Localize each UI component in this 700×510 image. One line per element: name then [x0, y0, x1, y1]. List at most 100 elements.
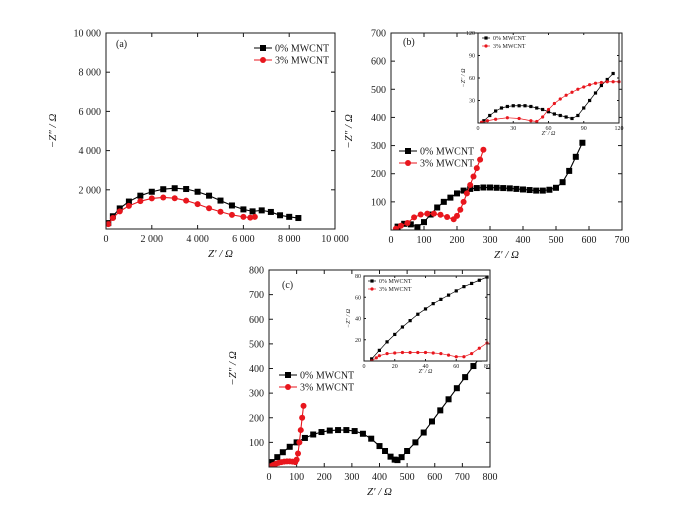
panel-a-frame [105, 32, 336, 230]
panel-b-inset-series-3-mwcnt-point-1 [485, 119, 489, 123]
panel-c-inset-x-tick-label: 20 [392, 364, 398, 370]
panel-b-legend-label-3-mwcnt: 3% MWCNT [420, 159, 474, 170]
panel-b-inset-frame [477, 32, 620, 124]
panel-a-series-3-mwcnt-point-1 [109, 215, 116, 222]
panel-a-series-3-mwcnt-point-3 [125, 202, 132, 209]
panel-c-x-tick-label: 400 [372, 472, 387, 483]
panel-b-series-3-mwcnt-point-8 [444, 214, 451, 221]
panel-c-series-3-mwcnt-point-11 [295, 450, 302, 457]
panel-b-inset-series-3-mwcnt-point-4 [517, 116, 521, 121]
panel-b-series-0-mwcnt-point-26 [566, 167, 573, 174]
panel-c-y-tick-label: 100 [249, 438, 264, 449]
panel-b-series-0-mwcnt-point-19 [520, 186, 526, 193]
panel-c-inset-series-3-mwcnt-point-8 [423, 350, 428, 355]
panel-c-y-axis-label: −Z″ / Ω [227, 351, 239, 386]
panel-c-series-0-mwcnt-point-15 [382, 447, 389, 454]
panel-a-series-3-mwcnt-point-14 [247, 214, 254, 221]
panel-b-y-tick-label: 400 [371, 113, 386, 124]
panel-b-x-tick-label: 200 [450, 235, 465, 246]
panel-b-inset-series-3-mwcnt-point-9 [552, 101, 556, 106]
panel-b-series-0-mwcnt-point-20 [526, 187, 533, 194]
panel-c-inset-legend-label-0-mwcnt: 0% MWCNT [379, 279, 412, 285]
panel-a-series-3-mwcnt-point-10 [206, 205, 213, 212]
panel-c-series-3-mwcnt-point-14 [299, 414, 306, 421]
panel-b-series-3-mwcnt-point-18 [480, 146, 487, 153]
panel-b-inset-series-0-mwcnt-point-3 [499, 106, 504, 110]
panel-c-series-0-mwcnt-point-3 [286, 443, 293, 450]
panel-c-inset-series-0-mwcnt-point-11 [454, 289, 458, 293]
panel-b-series-0-mwcnt-point-7 [440, 198, 447, 205]
panel-b-series-3-mwcnt-point-5 [424, 210, 431, 217]
panel-c-inset-x-tick-label: 0 [363, 364, 366, 370]
panel-b-inset-series-3-mwcnt-point-5 [529, 119, 533, 123]
panel-c-inset-series-0-mwcnt-point-2 [385, 340, 389, 344]
panel-a: 0 2 000 4 000 6 000 8 000 10 000 2 000 4 000 6 0… [47, 29, 349, 261]
panel-b-inset-series-3-mwcnt-point-13 [576, 87, 580, 91]
panel-c-series-3-mwcnt-point-10 [293, 456, 300, 463]
panel-c-series-0-mwcnt-point-16 [387, 453, 394, 460]
panel-a-series-3-mwcnt-point-8 [183, 197, 190, 204]
panel-b-inset-series-0-mwcnt-point-16 [576, 113, 580, 118]
panel-a-series-0-mwcnt-point-8 [183, 186, 190, 193]
panel-b-inset-series-0-mwcnt-point-15 [570, 116, 574, 121]
panel-b-series-3-mwcnt-point-15 [470, 173, 477, 180]
panel-c-inset-series-3-mwcnt-point-4 [393, 351, 397, 355]
panel-b-series-0-mwcnt-point-6 [434, 204, 441, 211]
panel-b-y-tick-label: 100 [371, 197, 386, 208]
panel-c-inset-series-3-mwcnt-point-7 [416, 350, 420, 355]
panel-c-series-0-mwcnt-point-21 [412, 439, 419, 446]
panel-b-inset-series-3-mwcnt-point-3 [505, 116, 509, 120]
panel-c-inset-series-3-mwcnt-point-1 [374, 356, 378, 360]
panel-b-plot-area [392, 139, 586, 230]
panel-b-inset-series-3-mwcnt-point-14 [582, 85, 586, 89]
panel-b-inset-series-3-mwcnt-point-16 [593, 81, 598, 85]
panel-c-inset-series-0-mwcnt-point-10 [446, 293, 451, 297]
panel-b-inset-series-0-mwcnt-point-22 [611, 71, 615, 76]
panel-c-series-0-mwcnt-point-0 [269, 459, 275, 466]
panel-b-inset-series-3-mwcnt-point-10 [558, 97, 562, 101]
panel-c-series-0-mwcnt-point-24 [437, 407, 444, 414]
panel-b-inset-series-0-mwcnt-point-1 [488, 113, 492, 118]
panel-c-inset-series-0-mwcnt-point-5 [408, 319, 412, 323]
panel-c-inset-background [364, 276, 487, 361]
panel-a-legend-label-3-mwcnt: 3% MWCNT [275, 56, 329, 67]
panel-c-series-0-mwcnt-point-18 [394, 457, 401, 464]
panel-a-series-3-mwcnt-point-13 [240, 213, 247, 220]
panel-b-x-tick-label: 0 [389, 235, 394, 246]
panel-b-inset-series-0-mwcnt-point-4 [505, 104, 509, 109]
panel-a-y-tick-label: 8 000 [79, 68, 102, 79]
panel-a-series-3-mwcnt-point-15 [251, 213, 258, 220]
panel-a-series-3-mwcnt-point-2 [116, 208, 123, 215]
panel-b-series-3-mwcnt-point-16 [473, 165, 480, 172]
panel-b-series-3-mwcnt-point-0 [392, 225, 399, 230]
panel-a-y-tick-label: 2 000 [79, 185, 102, 196]
panel-c-series-0-mwcnt-point-7 [318, 429, 325, 436]
panel-a-x-tick-label: 6 000 [232, 234, 255, 245]
panel-b-inset-series-0-mwcnt-point-14 [564, 115, 568, 119]
panel-a-plot-area [106, 185, 302, 228]
panel-c-inset-series-0-mwcnt-point-1 [377, 348, 381, 352]
panel-b-inset: 0 30 60 90 120 30 60 90 120 Z′ / Ω −Z″ / Ω 0% MWCNT… [461, 31, 624, 137]
panel-c-y-tick-label: 700 [249, 290, 264, 301]
panel-b-series-0-mwcnt-point-2 [407, 221, 414, 228]
panel-c-x-tick-label: 100 [289, 472, 304, 483]
panel-b-inset-series-0-mwcnt-point-19 [593, 91, 598, 95]
panel-c-series-0-mwcnt-point-19 [398, 454, 405, 461]
panel-c-inset-y-tick-label: 80 [355, 274, 361, 280]
panel-a-series-0-mwcnt-point-3 [125, 198, 132, 205]
panel-b-series-0-mwcnt-point-8 [447, 194, 454, 201]
panel-b-inset-x-tick-label: 0 [477, 126, 480, 132]
panel-c-series-3-mwcnt-point-13 [297, 427, 304, 434]
panel-b-series-0-mwcnt-point-11 [467, 185, 474, 192]
panel-a-series-0-mwcnt-point-17 [277, 212, 284, 219]
panel-b-series-0-mwcnt-point-23 [546, 186, 553, 193]
panel-b-inset-y-axis-label: −Z″ / Ω [461, 68, 467, 88]
panel-c-series-0-mwcnt-point-5 [301, 434, 308, 441]
panel-a-series-0-mwcnt-point-12 [228, 202, 235, 209]
panel-b-inset-y-tick-label: 30 [469, 99, 475, 105]
panel-b-series-3-mwcnt-point-10 [454, 212, 460, 219]
panel-c-series-0-mwcnt-point-6 [310, 431, 317, 438]
panel-b-series-0-mwcnt-point-9 [454, 190, 460, 197]
panel-c-series-0-mwcnt-point-12 [359, 430, 366, 437]
panel-c-inset-series-0-mwcnt-point-4 [400, 325, 405, 329]
